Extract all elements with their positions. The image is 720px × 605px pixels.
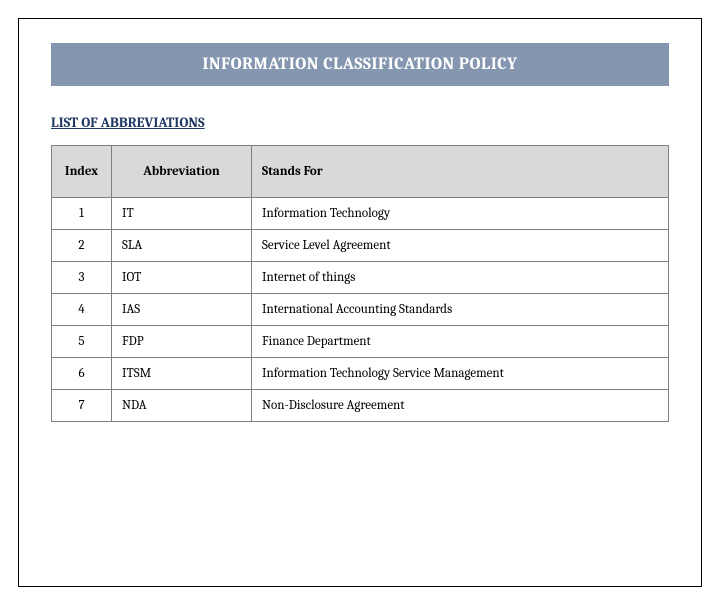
cell-abbr: NDA	[112, 390, 252, 422]
table-row: 7NDANon-Disclosure Agreement	[52, 390, 669, 422]
col-header-meaning: Stands For	[252, 146, 669, 198]
cell-meaning: Service Level Agreement	[252, 230, 669, 262]
document-page: INFORMATION CLASSIFICATION POLICY LIST O…	[18, 18, 702, 587]
table-row: 4IASInternational Accounting Standards	[52, 294, 669, 326]
cell-index: 2	[52, 230, 112, 262]
cell-abbr: FDP	[112, 326, 252, 358]
cell-index: 3	[52, 262, 112, 294]
col-header-index: Index	[52, 146, 112, 198]
cell-index: 6	[52, 358, 112, 390]
cell-abbr: ITSM	[112, 358, 252, 390]
cell-abbr: IOT	[112, 262, 252, 294]
table-row: 6ITSMInformation Technology Service Mana…	[52, 358, 669, 390]
table-row: 2SLAService Level Agreement	[52, 230, 669, 262]
page-title: INFORMATION CLASSIFICATION POLICY	[51, 43, 669, 86]
cell-abbr: IAS	[112, 294, 252, 326]
abbreviations-table: Index Abbreviation Stands For 1ITInforma…	[51, 145, 669, 422]
table-row: 5FDPFinance Department	[52, 326, 669, 358]
cell-meaning: International Accounting Standards	[252, 294, 669, 326]
cell-index: 4	[52, 294, 112, 326]
cell-meaning: Information Technology Service Managemen…	[252, 358, 669, 390]
cell-meaning: Information Technology	[252, 198, 669, 230]
table-header-row: Index Abbreviation Stands For	[52, 146, 669, 198]
cell-index: 5	[52, 326, 112, 358]
col-header-abbr: Abbreviation	[112, 146, 252, 198]
cell-meaning: Non-Disclosure Agreement	[252, 390, 669, 422]
cell-abbr: IT	[112, 198, 252, 230]
table-row: 1ITInformation Technology	[52, 198, 669, 230]
section-heading: LIST OF ABBREVIATIONS	[51, 114, 669, 131]
cell-meaning: Finance Department	[252, 326, 669, 358]
table-row: 3IOTInternet of things	[52, 262, 669, 294]
cell-index: 7	[52, 390, 112, 422]
cell-abbr: SLA	[112, 230, 252, 262]
cell-meaning: Internet of things	[252, 262, 669, 294]
cell-index: 1	[52, 198, 112, 230]
